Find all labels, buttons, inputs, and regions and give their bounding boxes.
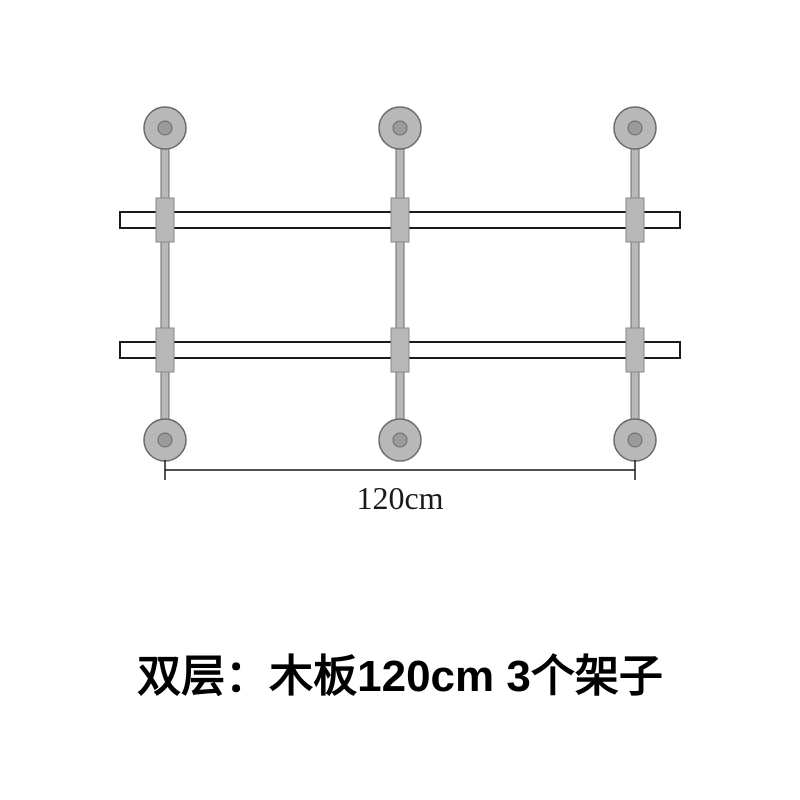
dimension-label: 120cm bbox=[356, 480, 443, 517]
caption-text: 双层：木板120cm 3个架子 bbox=[137, 640, 663, 704]
shelf-svg bbox=[110, 100, 690, 480]
shelf-diagram bbox=[110, 100, 690, 480]
